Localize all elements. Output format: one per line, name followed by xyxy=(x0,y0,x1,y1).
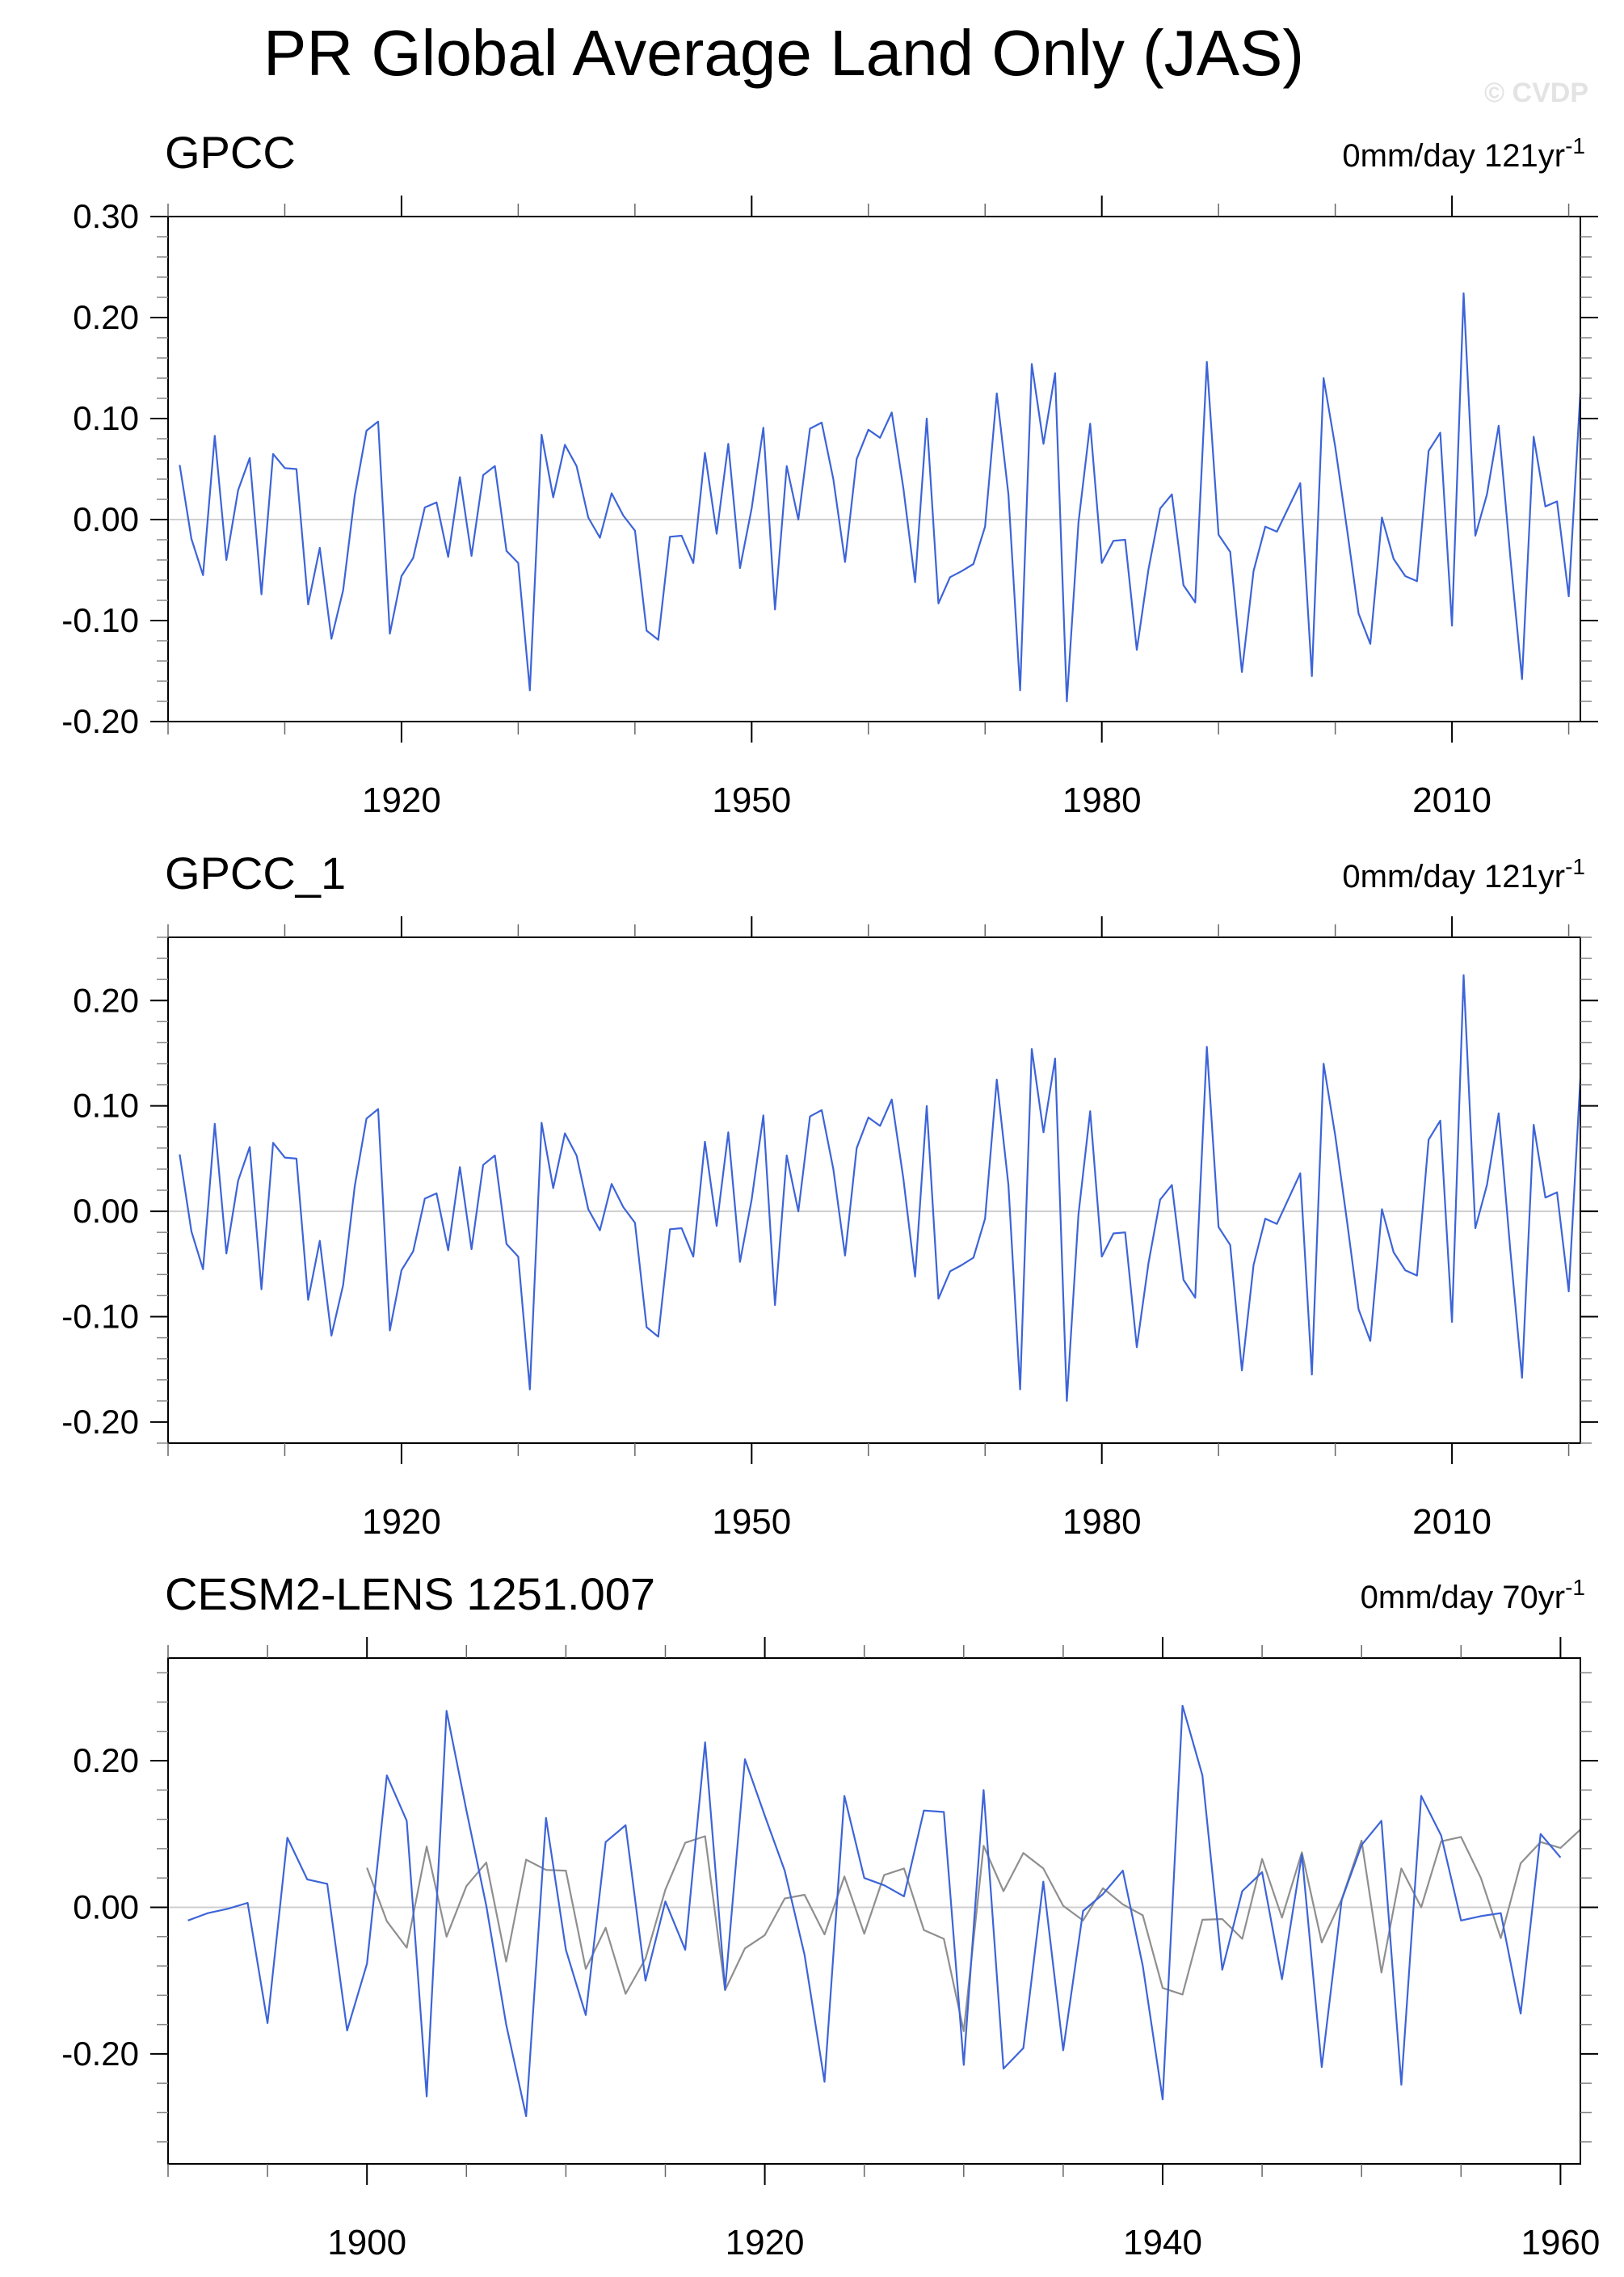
y-tick-label: 0.10 xyxy=(73,399,139,437)
x-tick-label: 1920 xyxy=(362,1502,441,1542)
x-tick-label: 1980 xyxy=(1062,781,1142,820)
x-tick-label: 1920 xyxy=(726,2223,805,2262)
annotation-superscript: -1 xyxy=(1565,854,1585,879)
y-tick-label: 0.00 xyxy=(73,1192,139,1230)
x-tick-label: 1950 xyxy=(712,781,791,820)
y-tick-label: 0.10 xyxy=(73,1087,139,1125)
panel-1: GPCC 0mm/day 121yr-1 -0.20 -0.10 0.00 0.10 0.2… xyxy=(61,127,1598,820)
y-tick-label: -0.20 xyxy=(61,1403,139,1441)
y-tick-label: 0.20 xyxy=(73,1741,139,1779)
y-tick-label: -0.20 xyxy=(61,2035,139,2073)
annotation-superscript: -1 xyxy=(1565,1575,1585,1600)
y-tick-label: -0.10 xyxy=(61,1298,139,1336)
x-tick-label: 1940 xyxy=(1123,2223,1202,2262)
annotation-text: 0mm/day 121yr xyxy=(1342,859,1565,894)
plot-frame xyxy=(167,216,1581,722)
panel-2: GPCC_1 0mm/day 121yr-1 -0.20 -0.10 0.00 0.10 0… xyxy=(61,848,1598,1542)
x-tick-label: 1960 xyxy=(1521,2223,1600,2262)
y-tick-label: 0.00 xyxy=(73,500,139,538)
x-tick-label: 2010 xyxy=(1412,781,1491,820)
panel-title: GPCC xyxy=(165,127,296,178)
y-tick-label: 0.20 xyxy=(73,981,139,1019)
y-tick-label: 0.20 xyxy=(73,298,139,336)
annotation-text: 0mm/day 70yr xyxy=(1361,1580,1565,1615)
y-tick-label: -0.10 xyxy=(61,601,139,639)
y-tick-label: -0.20 xyxy=(61,702,139,740)
primary-series-line xyxy=(187,1704,1562,2118)
primary-series-line xyxy=(179,974,1582,1402)
credit-watermark: © CVDP xyxy=(1484,78,1588,108)
panel-annotation: 0mm/day 121yr-1 xyxy=(1342,854,1585,894)
panel-annotation: 0mm/day 121yr-1 xyxy=(1342,133,1585,174)
annotation-superscript: -1 xyxy=(1565,133,1585,158)
y-tick-label: 0.00 xyxy=(73,1888,139,1926)
panel-title: CESM2-LENS 1251.007 xyxy=(165,1568,655,1619)
x-tick-label: 1980 xyxy=(1062,1502,1142,1542)
panel-title: GPCC_1 xyxy=(165,848,346,899)
annotation-text: 0mm/day 121yr xyxy=(1342,138,1565,174)
panel-annotation: 0mm/day 70yr-1 xyxy=(1361,1575,1585,1615)
plot-frame xyxy=(167,936,1581,1444)
x-tick-label: 1900 xyxy=(327,2223,406,2262)
panel-3: CESM2-LENS 1251.007 0mm/day 70yr-1 -0.20 0.… xyxy=(61,1568,1600,2262)
primary-series-line xyxy=(179,292,1582,703)
x-tick-label: 2010 xyxy=(1412,1502,1491,1542)
x-tick-label: 1920 xyxy=(362,781,441,820)
plot-frame xyxy=(167,1657,1581,2165)
y-tick-label: 0.30 xyxy=(73,197,139,235)
x-tick-label: 1950 xyxy=(712,1502,791,1542)
figure-title: PR Global Average Land Only (JAS) xyxy=(263,17,1305,89)
